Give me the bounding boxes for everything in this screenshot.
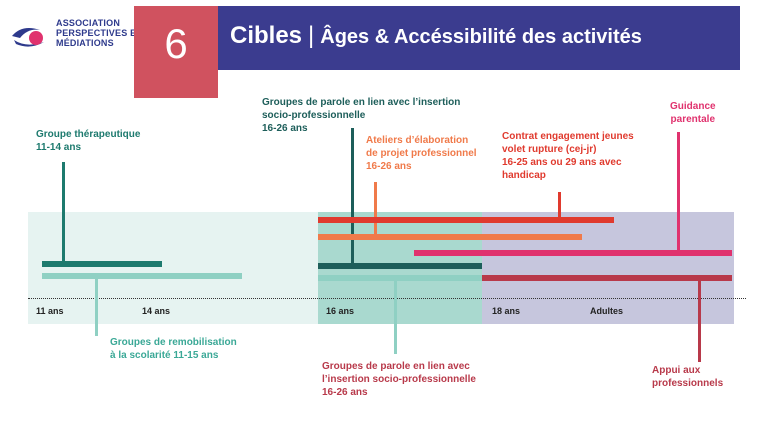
label-groupe-therapeutique: Groupe thérapeutique 11-14 ans [36,129,141,153]
connector-groupe-therapeutique [62,162,65,264]
title-sub: Âges & Accéssibilité des activités [320,26,642,48]
logo-icon [12,28,44,47]
age-axis [28,298,746,299]
label-cej: Contrat engagement jeunes volet rupture … [502,131,634,181]
label-ateliers: Ateliers d’élaboration de projet profess… [366,135,477,172]
section-number-box: 6 [134,6,218,98]
connector-parole-top [351,128,354,264]
logo-line-1: Association [56,18,121,28]
bar-appui [482,275,732,281]
logo-line-2: Perspectives et [56,28,143,38]
logo-line-3: Médiations [56,38,114,48]
page-title: Cibles | Âges & Accéssibilité des activité… [230,22,642,50]
zone-11-16 [28,212,318,324]
title-separator: | [308,22,315,49]
tick-14-ans: 14 ans [142,306,171,316]
label-parole-top: Groupes de parole en lien avec l’inserti… [262,97,461,134]
label-parole-bottom: Groupes de parole en lien avec l’inserti… [322,361,476,398]
logo-text: Association Perspectives et Médiations [56,18,142,48]
bar-parole-top [318,263,482,269]
bar-remobilisation [42,273,242,279]
zone-18-adultes [482,212,734,324]
tick-16-ans: 16 ans [326,306,355,316]
bar-parole-bottom [318,275,482,281]
tick-11-ans: 11 ans [36,306,64,316]
bar-ateliers [318,234,582,240]
connector-ateliers [374,182,377,236]
label-guidance: Guidance parentale [670,101,716,125]
tick-18-ans: 18 ans [492,306,521,316]
label-appui: Appui aux professionnels [652,365,724,389]
title-bar: Cibles | Âges & Accéssibilité des activité… [218,6,740,70]
title-main: Cibles [230,22,303,49]
logo [10,22,50,52]
connector-guidance [677,132,680,254]
bar-guidance [414,250,732,256]
bar-cej [318,217,614,223]
bar-groupe-therapeutique [42,261,162,267]
connector-appui [698,278,701,362]
section-number: 6 [164,20,188,67]
connector-remobilisation [95,276,98,336]
connector-cej [558,192,561,220]
tick-adultes: Adultes [590,306,624,316]
connector-parole-bottom [394,278,397,354]
label-remobilisation: Groupes de remobilisation à la scolarité… [110,337,237,361]
